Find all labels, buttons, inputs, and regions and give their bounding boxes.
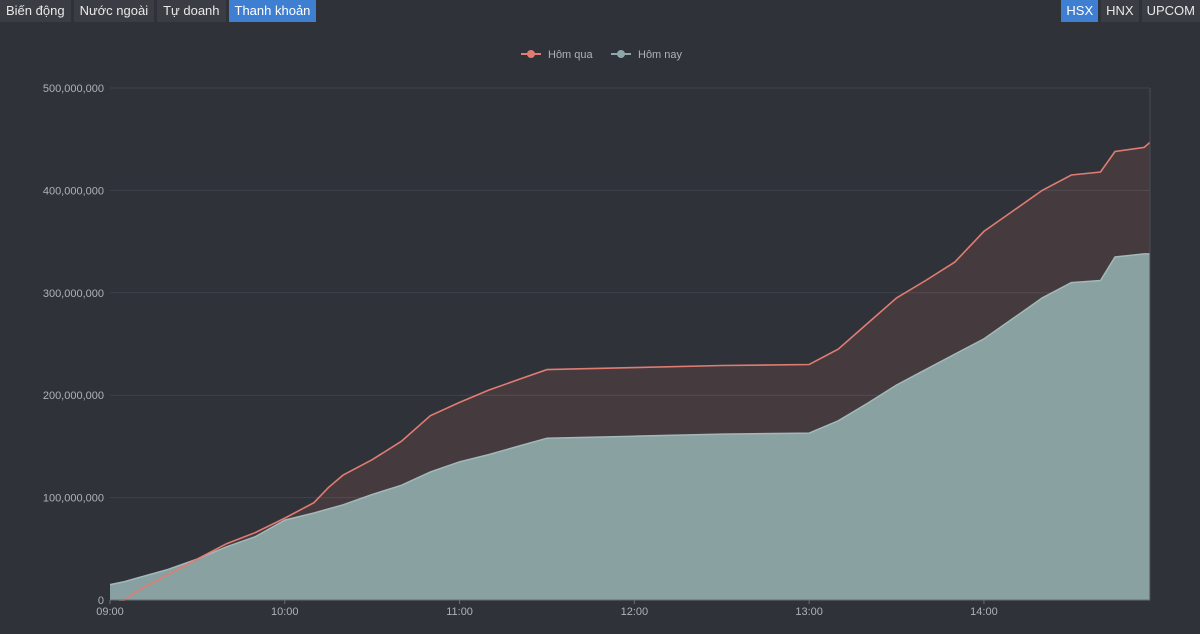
legend-item-today[interactable]: Hôm nay [611, 49, 683, 61]
line-yesterday [118, 141, 1151, 601]
x-tick-label: 14:00 [970, 606, 998, 618]
series-layer [109, 141, 1151, 601]
legend-label-yesterday: Hôm qua [548, 49, 594, 61]
legend-marker-yesterday [527, 50, 535, 58]
area-today [110, 253, 1150, 600]
y-tick-label: 100,000,000 [43, 493, 104, 505]
view-tabs: Biến động Nước ngoài Tự doanh Thanh khoả… [0, 0, 317, 22]
legend: Hôm qua Hôm nay [521, 49, 683, 61]
x-tick-label: 09:00 [96, 606, 124, 618]
exchange-upcom-button[interactable]: UPCOM [1141, 0, 1200, 22]
x-tick-label: 10:00 [271, 606, 299, 618]
x-tick-label: 12:00 [621, 606, 649, 618]
legend-label-today: Hôm nay [638, 49, 683, 61]
tab-thanh-khoan[interactable]: Thanh khoản [228, 0, 317, 22]
line-today [109, 253, 1150, 586]
tab-bien-dong[interactable]: Biến động [0, 0, 71, 22]
y-tick-label: 400,000,000 [43, 185, 104, 197]
legend-item-yesterday[interactable]: Hôm qua [521, 49, 594, 61]
axis-layer: 0 100,000,000 200,000,000 300,000,000 400,00… [43, 83, 1151, 618]
x-tick-label: 11:00 [446, 606, 473, 618]
exchange-hnx-button[interactable]: HNX [1101, 0, 1139, 22]
tab-nuoc-ngoai[interactable]: Nước ngoài [73, 0, 155, 22]
y-tick-label: 200,000,000 [43, 390, 104, 402]
exchange-hsx-button[interactable]: HSX [1061, 0, 1099, 22]
tab-tu-doanh[interactable]: Tự doanh [157, 0, 226, 22]
y-tick-label: 0 [98, 595, 104, 607]
legend-marker-today [617, 50, 625, 58]
exchange-tabs: HSX HNX UPCOM [1061, 0, 1200, 22]
y-tick-label: 500,000,000 [43, 83, 104, 95]
y-tick-label: 300,000,000 [43, 288, 104, 300]
x-tick-label: 13:00 [795, 606, 823, 618]
